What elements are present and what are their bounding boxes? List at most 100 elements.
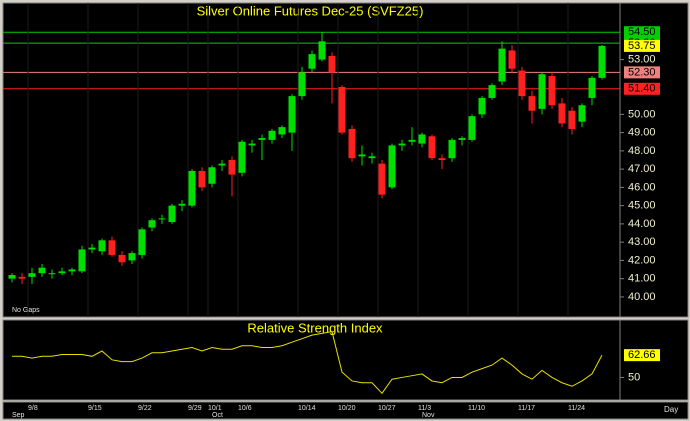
rsi-line — [12, 331, 603, 395]
candle-body — [78, 249, 86, 272]
candle-body — [498, 48, 506, 82]
month-label: Oct — [212, 412, 223, 419]
candle-body — [258, 138, 266, 140]
candle-body — [88, 247, 96, 250]
y-tick-label: 42.00 — [628, 254, 656, 266]
y-tick-label: 45.00 — [628, 200, 656, 212]
level-label-box — [624, 26, 660, 39]
candle-body — [528, 96, 536, 111]
candle-body — [218, 163, 226, 166]
y-tick-label: 43.00 — [628, 236, 656, 248]
x-axis-label: Day — [664, 405, 678, 414]
candle-body — [508, 50, 516, 69]
candle-body — [368, 156, 376, 159]
candle-body — [68, 269, 76, 272]
level-label-box — [624, 66, 660, 79]
chart-title: Silver Online Futures Dec-25 (SVFZ25) — [197, 3, 424, 18]
x-tick-label: 10/1 — [208, 405, 222, 412]
month-label: Nov — [422, 412, 435, 419]
candle-body — [398, 143, 406, 146]
x-tick-label: 9/22 — [138, 405, 152, 412]
candle-body — [128, 253, 136, 261]
candle-body — [178, 203, 186, 206]
level-label-box — [624, 82, 660, 95]
candle-body — [298, 72, 306, 97]
candle-body — [328, 55, 336, 73]
candle-body — [558, 103, 566, 124]
candle-body — [168, 205, 176, 223]
candle-body — [38, 267, 46, 274]
rsi-last-box — [624, 349, 660, 362]
candle-body — [468, 116, 476, 140]
candle-body — [588, 77, 596, 98]
candle-body — [478, 97, 486, 115]
y-tick-label: 53.00 — [628, 53, 656, 65]
x-tick-label: 9/29 — [188, 405, 202, 412]
candle-body — [138, 229, 146, 255]
candle-body — [538, 74, 546, 109]
candle-body — [198, 170, 206, 188]
candle-body — [98, 240, 106, 252]
candle-body — [348, 128, 356, 159]
candle-body — [48, 273, 56, 275]
x-tick-label: 11/10 — [468, 405, 485, 412]
candle-body — [458, 138, 466, 140]
candle-body — [108, 240, 116, 255]
price-panel — [2, 2, 689, 318]
candle-body — [28, 273, 36, 277]
candle-body — [428, 136, 436, 159]
candle-body — [388, 145, 396, 188]
x-axis-strip — [2, 401, 689, 420]
candle-body — [318, 41, 326, 60]
candle-body — [58, 271, 66, 274]
last-price-label: 53.75 — [628, 40, 656, 52]
candle-body — [188, 170, 196, 206]
x-tick-label: 9/15 — [88, 405, 102, 412]
y-tick-label: 44.00 — [628, 218, 656, 230]
level-label: 52.30 — [628, 66, 656, 78]
rsi-panel — [2, 319, 689, 401]
candle-body — [448, 139, 456, 159]
candle-body — [18, 276, 26, 279]
candle-body — [518, 70, 526, 97]
x-tick-label: 10/20 — [338, 405, 356, 412]
rsi-last-label: 62.66 — [628, 349, 656, 361]
level-label: 51.40 — [628, 83, 656, 95]
candle-body — [378, 163, 386, 195]
y-tick-label: 50 — [628, 371, 640, 383]
candle-body — [248, 143, 256, 146]
rsi-title: Relative Strength Index — [247, 320, 383, 335]
last-price-box — [624, 39, 660, 52]
level-label: 54.50 — [628, 26, 656, 38]
candle-body — [488, 85, 496, 98]
candle-body — [8, 275, 16, 279]
candle-body — [278, 127, 286, 135]
x-tick-label: 9/8 — [28, 405, 38, 412]
candle-body — [438, 158, 446, 160]
candle-body — [408, 139, 416, 142]
candle-body — [148, 220, 156, 228]
candle-body — [358, 154, 366, 157]
candle-body — [578, 105, 586, 122]
x-tick-label: 10/27 — [378, 405, 396, 412]
y-tick-label: 49.00 — [628, 127, 656, 139]
candle-body — [548, 76, 556, 106]
y-tick-label: 47.00 — [628, 163, 656, 175]
x-tick-label: 10/14 — [298, 405, 316, 412]
candle-body — [568, 110, 576, 129]
y-tick-label: 40.00 — [628, 291, 656, 303]
month-label: Sep — [12, 412, 25, 419]
y-tick-label: 41.00 — [628, 273, 656, 285]
candle-body — [598, 45, 606, 78]
x-tick-label: 10/6 — [238, 405, 252, 412]
candle-body — [268, 130, 276, 140]
candle-body — [228, 160, 236, 175]
candle-body — [238, 141, 246, 173]
x-tick-label: 11/17 — [518, 405, 535, 412]
y-tick-label: 50.00 — [628, 108, 656, 120]
candle-body — [338, 86, 346, 133]
candle-body — [418, 134, 426, 144]
annotation: No Gaps — [12, 307, 40, 314]
